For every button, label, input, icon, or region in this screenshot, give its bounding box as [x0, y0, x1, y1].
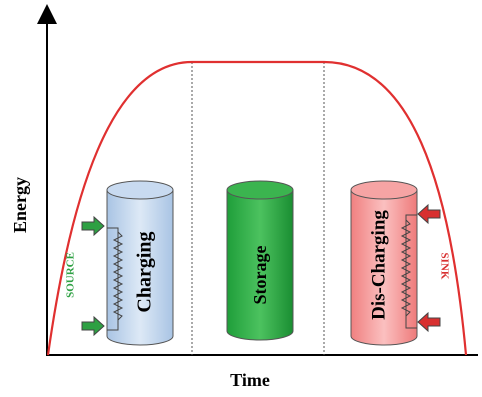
source-label: SOURCE	[65, 252, 77, 298]
stage-label: Charging	[134, 231, 156, 312]
sink-label: SINK	[438, 253, 450, 280]
discharging-cylinder	[351, 181, 440, 345]
charging-cylinder	[82, 181, 173, 345]
stage-label: Dis-Charging	[368, 210, 389, 320]
diagram: Energy Time Charging Storage Dis-Chargin…	[0, 0, 482, 397]
y-axis-label: Energy	[10, 177, 30, 233]
stage-label: Storage	[250, 245, 270, 304]
x-axis-label: Time	[230, 370, 270, 390]
